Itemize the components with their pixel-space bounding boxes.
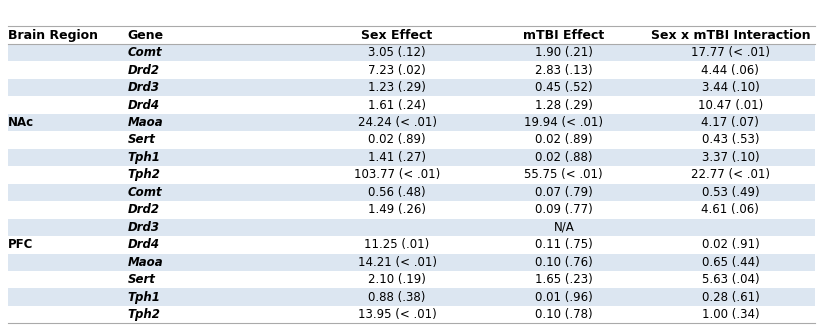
- Text: 1.28 (.29): 1.28 (.29): [535, 99, 593, 112]
- Text: 0.10 (.78): 0.10 (.78): [535, 308, 593, 321]
- Text: 1.61 (.24): 1.61 (.24): [368, 99, 426, 112]
- FancyBboxPatch shape: [8, 149, 815, 166]
- FancyBboxPatch shape: [8, 26, 815, 44]
- FancyBboxPatch shape: [8, 288, 815, 306]
- Text: 0.02 (.89): 0.02 (.89): [535, 133, 593, 147]
- FancyBboxPatch shape: [8, 131, 815, 149]
- FancyBboxPatch shape: [8, 166, 815, 183]
- FancyBboxPatch shape: [8, 61, 815, 79]
- Text: 3.37 (.10): 3.37 (.10): [701, 151, 760, 164]
- Text: mTBI Effect: mTBI Effect: [523, 29, 604, 42]
- Text: 0.56 (.48): 0.56 (.48): [368, 186, 426, 199]
- Text: 1.49 (.26): 1.49 (.26): [368, 203, 426, 216]
- Text: 0.02 (.91): 0.02 (.91): [701, 238, 760, 251]
- Text: Drd2: Drd2: [128, 203, 160, 216]
- Text: 0.07 (.79): 0.07 (.79): [535, 186, 593, 199]
- Text: 1.65 (.23): 1.65 (.23): [535, 273, 593, 286]
- Text: 1.41 (.27): 1.41 (.27): [368, 151, 426, 164]
- Text: 0.02 (.88): 0.02 (.88): [535, 151, 593, 164]
- Text: NAc: NAc: [8, 116, 35, 129]
- Text: 2.83 (.13): 2.83 (.13): [535, 64, 593, 77]
- FancyBboxPatch shape: [8, 271, 815, 288]
- Text: 1.90 (.21): 1.90 (.21): [535, 46, 593, 59]
- FancyBboxPatch shape: [8, 253, 815, 271]
- Text: 1.00 (.34): 1.00 (.34): [701, 308, 760, 321]
- Text: Tph2: Tph2: [128, 308, 160, 321]
- Text: 0.02 (.89): 0.02 (.89): [368, 133, 426, 147]
- Text: PFC: PFC: [8, 238, 34, 251]
- Text: 3.44 (.10): 3.44 (.10): [701, 81, 760, 94]
- Text: 11.25 (.01): 11.25 (.01): [365, 238, 430, 251]
- FancyBboxPatch shape: [8, 183, 815, 201]
- FancyBboxPatch shape: [8, 96, 815, 114]
- Text: 19.94 (< .01): 19.94 (< .01): [524, 116, 603, 129]
- Text: 103.77 (< .01): 103.77 (< .01): [354, 168, 440, 182]
- Text: 2.10 (.19): 2.10 (.19): [368, 273, 426, 286]
- Text: 0.28 (.61): 0.28 (.61): [701, 291, 760, 304]
- FancyBboxPatch shape: [8, 218, 815, 236]
- Text: 1.23 (.29): 1.23 (.29): [368, 81, 426, 94]
- Text: Maoa: Maoa: [128, 256, 163, 269]
- Text: 10.47 (.01): 10.47 (.01): [698, 99, 763, 112]
- Text: Comt: Comt: [128, 46, 162, 59]
- Text: 5.63 (.04): 5.63 (.04): [701, 273, 760, 286]
- Text: 7.23 (.02): 7.23 (.02): [368, 64, 426, 77]
- Text: Drd2: Drd2: [128, 64, 160, 77]
- Text: Sex Effect: Sex Effect: [361, 29, 433, 42]
- FancyBboxPatch shape: [8, 201, 815, 218]
- Text: 55.75 (< .01): 55.75 (< .01): [524, 168, 603, 182]
- Text: 0.11 (.75): 0.11 (.75): [535, 238, 593, 251]
- Text: Drd3: Drd3: [128, 81, 160, 94]
- Text: Sert: Sert: [128, 273, 156, 286]
- Text: Sex x mTBI Interaction: Sex x mTBI Interaction: [651, 29, 810, 42]
- Text: 13.95 (< .01): 13.95 (< .01): [358, 308, 436, 321]
- Text: Gene: Gene: [128, 29, 164, 42]
- Text: 0.09 (.77): 0.09 (.77): [535, 203, 593, 216]
- Text: Tph1: Tph1: [128, 151, 160, 164]
- Text: Sert: Sert: [128, 133, 156, 147]
- Text: 0.01 (.96): 0.01 (.96): [535, 291, 593, 304]
- FancyBboxPatch shape: [8, 79, 815, 96]
- Text: 0.45 (.52): 0.45 (.52): [535, 81, 593, 94]
- FancyBboxPatch shape: [8, 306, 815, 323]
- FancyBboxPatch shape: [8, 114, 815, 131]
- Text: 4.17 (.07): 4.17 (.07): [701, 116, 760, 129]
- Text: Tph1: Tph1: [128, 291, 160, 304]
- Text: 0.65 (.44): 0.65 (.44): [701, 256, 760, 269]
- Text: Drd4: Drd4: [128, 99, 160, 112]
- Text: Tph2: Tph2: [128, 168, 160, 182]
- Text: Drd4: Drd4: [128, 238, 160, 251]
- FancyBboxPatch shape: [8, 236, 815, 253]
- Text: 17.77 (< .01): 17.77 (< .01): [691, 46, 770, 59]
- Text: Brain Region: Brain Region: [8, 29, 98, 42]
- Text: Drd3: Drd3: [128, 221, 160, 234]
- Text: 4.44 (.06): 4.44 (.06): [701, 64, 760, 77]
- Text: 14.21 (< .01): 14.21 (< .01): [358, 256, 436, 269]
- Text: 0.53 (.49): 0.53 (.49): [701, 186, 760, 199]
- Text: 24.24 (< .01): 24.24 (< .01): [358, 116, 436, 129]
- Text: 22.77 (< .01): 22.77 (< .01): [691, 168, 770, 182]
- Text: Maoa: Maoa: [128, 116, 163, 129]
- Text: 3.05 (.12): 3.05 (.12): [368, 46, 426, 59]
- Text: 4.61 (.06): 4.61 (.06): [701, 203, 760, 216]
- Text: 0.43 (.53): 0.43 (.53): [702, 133, 759, 147]
- Text: Comt: Comt: [128, 186, 162, 199]
- FancyBboxPatch shape: [8, 44, 815, 61]
- Text: 0.10 (.76): 0.10 (.76): [535, 256, 593, 269]
- Text: 0.88 (.38): 0.88 (.38): [369, 291, 425, 304]
- Text: N/A: N/A: [553, 221, 574, 234]
